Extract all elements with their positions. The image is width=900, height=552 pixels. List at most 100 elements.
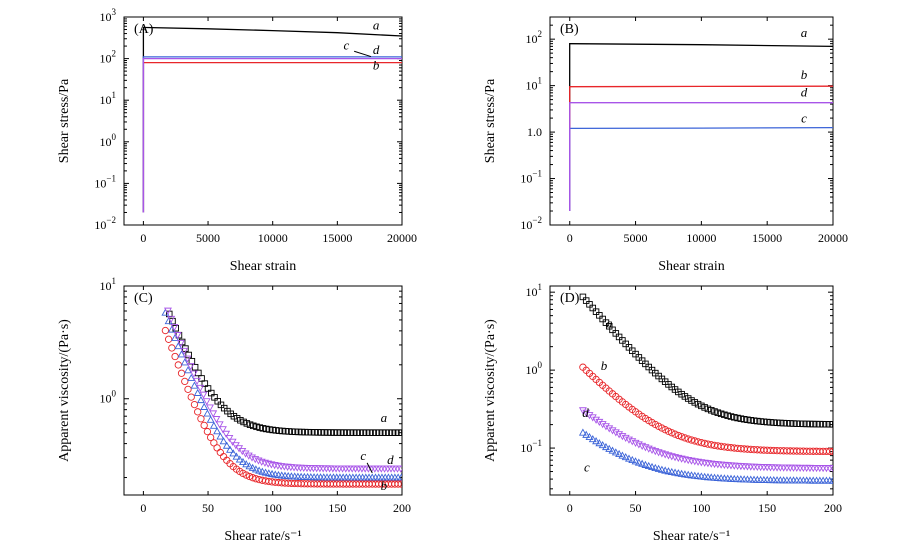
data-point-a [816, 420, 824, 428]
data-point-a [786, 420, 794, 427]
data-point-a [675, 388, 682, 396]
data-point-b [826, 447, 833, 456]
data-point-b [245, 472, 254, 481]
data-point-a [796, 420, 804, 428]
data-point-b [691, 437, 699, 445]
data-point-a [734, 414, 741, 422]
series-line-c [569, 126, 833, 211]
x-tick-label: 100 [692, 501, 710, 515]
curve-label-d: d [387, 452, 394, 467]
data-point-c [799, 476, 808, 484]
data-point-c [796, 476, 805, 484]
data-point-c [585, 432, 594, 440]
data-point-c [631, 457, 640, 465]
data-point-d [628, 438, 637, 446]
data-point-c [769, 476, 778, 484]
data-point-c [654, 464, 663, 472]
data-point-a [605, 322, 613, 330]
data-point-c [232, 452, 241, 460]
data-point-b [200, 421, 208, 429]
data-point-a [612, 330, 620, 337]
x-axis-label: Shear strain [658, 259, 724, 274]
data-point-c [608, 446, 617, 454]
data-point-c [766, 475, 775, 484]
y-tick-label: 101 [526, 76, 543, 93]
data-point-c [216, 432, 225, 440]
data-point-c [595, 439, 604, 447]
data-point-a [711, 408, 718, 415]
data-point-d [588, 414, 597, 422]
data-point-d [611, 429, 620, 437]
data-point-a [803, 420, 810, 428]
data-point-c [792, 476, 801, 484]
curve-label-a: a [606, 316, 613, 331]
data-point-c [222, 441, 231, 449]
panel-label: (D) [560, 291, 580, 306]
data-point-d [396, 465, 402, 473]
curve-label-b: b [601, 358, 608, 373]
data-point-b [203, 427, 212, 436]
data-point-c [815, 476, 824, 484]
data-point-b [681, 434, 689, 442]
data-point-b [168, 344, 176, 352]
data-point-b [171, 352, 179, 361]
data-point-c [779, 476, 788, 484]
curve-label-d: d [801, 85, 808, 100]
data-point-d [825, 465, 833, 473]
y-axis-label: Shear stress/Pa [483, 78, 498, 163]
y-tick-label: 10−1 [520, 438, 542, 455]
data-point-c [641, 460, 650, 468]
data-point-c [203, 409, 212, 417]
data-point-c [171, 333, 180, 341]
data-point-d [806, 464, 814, 473]
plot-frame [549, 285, 834, 496]
data-point-c [238, 457, 247, 466]
data-point-d [225, 434, 234, 443]
x-tick-label: 100 [264, 501, 282, 515]
data-point-c [248, 463, 257, 471]
data-point-a [589, 304, 597, 312]
data-point-b [694, 438, 702, 446]
y-tick-label: 1.0 [527, 125, 542, 139]
data-point-d [202, 398, 211, 406]
data-point-a [790, 420, 797, 427]
data-point-d [618, 433, 627, 441]
data-point-a [599, 315, 606, 323]
data-point-b [668, 429, 676, 437]
panel-label: (C) [134, 291, 153, 306]
chart-panel-0: 0 5000 10000 15000 20000 10−2 10−1 100 101 102 103… [57, 7, 417, 274]
data-point-a [744, 416, 751, 424]
data-point-c [588, 434, 597, 443]
y-tick-label: 100 [526, 360, 543, 377]
y-tick-label: 101 [100, 90, 117, 107]
data-point-c [196, 395, 205, 404]
curve-label-c: c [360, 448, 366, 463]
data-point-d [625, 436, 633, 444]
data-point-b [394, 480, 402, 488]
data-point-b [397, 480, 402, 488]
x-tick-label: 5000 [196, 231, 220, 245]
data-point-d [815, 465, 824, 473]
data-point-c [625, 454, 633, 462]
leader-line [366, 462, 373, 474]
data-point-c [229, 449, 238, 457]
data-point-c [200, 402, 209, 410]
y-tick-label: 101 [526, 282, 543, 299]
data-point-b [687, 436, 696, 444]
data-point-b [664, 427, 673, 435]
data-point-a [602, 319, 610, 326]
data-point-a [721, 411, 728, 419]
plot-frame [123, 16, 403, 226]
x-axis-label: Shear strain [230, 259, 296, 274]
data-point-c [190, 381, 199, 389]
data-point-c [601, 442, 610, 451]
data-point-d [638, 442, 647, 450]
chart-panel-1: 0 5000 10000 15000 20000 10−2 10−1 1.0 101 102 She… [483, 16, 848, 274]
data-point-c [825, 476, 833, 484]
series-line-c [142, 56, 402, 213]
data-point-a [783, 420, 791, 427]
data-point-d [193, 377, 202, 385]
data-point-a [760, 418, 768, 426]
data-point-c [651, 463, 660, 472]
curve-label-a: a [373, 18, 380, 33]
